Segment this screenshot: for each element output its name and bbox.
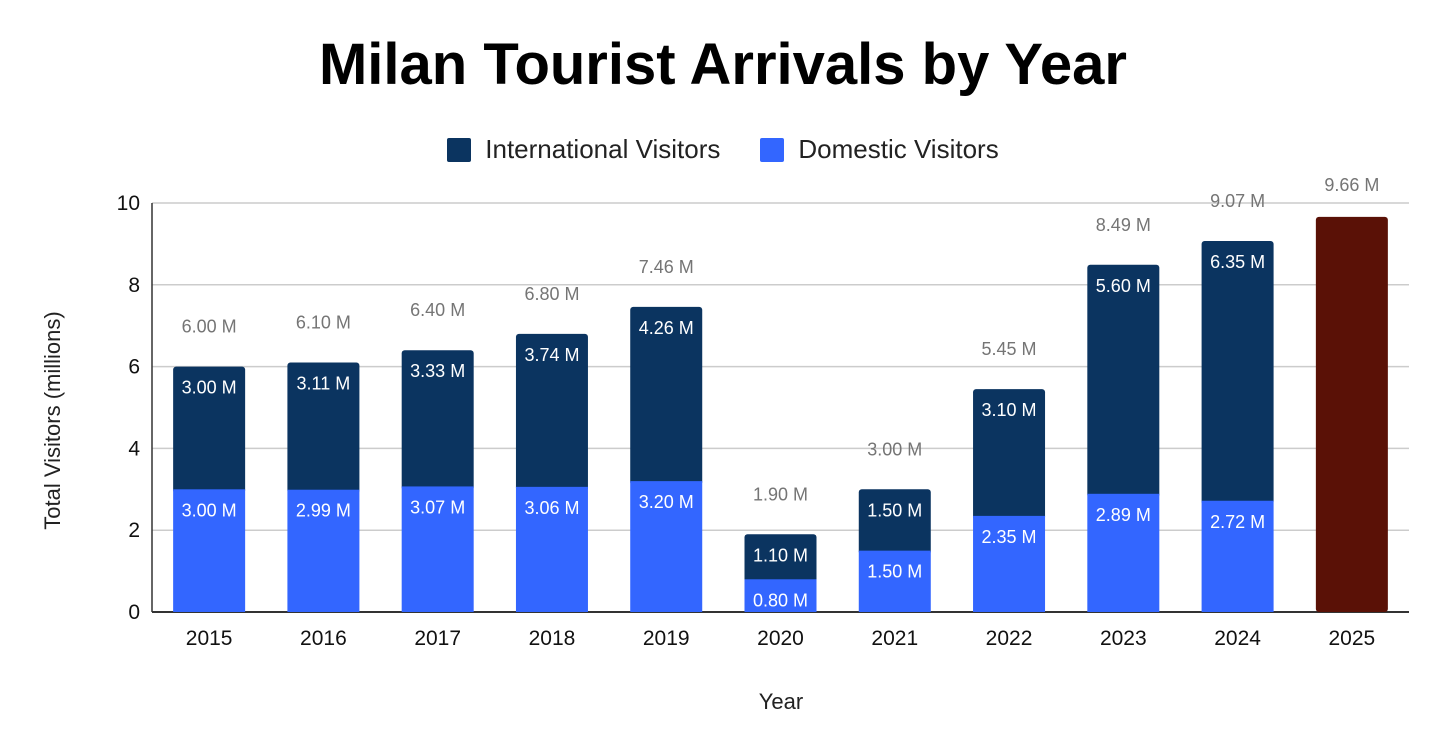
bar-domestic-2018 <box>515 486 588 612</box>
total-label-2019: 7.46 M <box>639 257 694 277</box>
data-label-domestic-2021: 1.50 M <box>867 562 922 582</box>
data-label-domestic-2015: 3.00 M <box>182 500 237 520</box>
legend-item-international: International Visitors <box>447 134 720 165</box>
y-tick-label: 0 <box>128 601 140 624</box>
y-axis-title: Total Visitors (millions) <box>40 311 65 529</box>
bar-international-2020 <box>744 534 817 584</box>
bar-domestic-2023 <box>1087 493 1160 612</box>
total-label-2016: 6.10 M <box>296 313 351 333</box>
data-label-domestic-2019: 3.20 M <box>639 492 694 512</box>
x-tick-label: 2024 <box>1214 627 1261 650</box>
data-label-international-2024: 6.35 M <box>1210 252 1265 272</box>
bar-international-2023 <box>1087 264 1160 498</box>
y-tick-label: 2 <box>128 519 140 542</box>
legend-item-domestic: Domestic Visitors <box>760 134 999 165</box>
data-label-international-2023: 5.60 M <box>1096 276 1151 296</box>
data-label-domestic-2018: 3.06 M <box>524 498 579 518</box>
x-tick-label: 2016 <box>300 627 347 650</box>
bar-domestic-2019 <box>630 481 703 612</box>
data-label-domestic-2020: 0.80 M <box>753 590 808 610</box>
total-label-2020: 1.90 M <box>753 484 808 504</box>
total-label-2021: 3.00 M <box>867 439 922 459</box>
data-label-domestic-2017: 3.07 M <box>410 497 465 517</box>
x-tick-label: 2019 <box>643 627 690 650</box>
bar-international-2017 <box>401 350 474 491</box>
data-label-domestic-2024: 2.72 M <box>1210 512 1265 532</box>
data-label-international-2018: 3.74 M <box>524 345 579 365</box>
chart-title: Milan Tourist Arrivals by Year <box>318 32 1127 97</box>
total-label-2018: 6.80 M <box>524 284 579 304</box>
data-label-domestic-2016: 2.99 M <box>296 501 351 521</box>
x-tick-label: 2023 <box>1100 627 1147 650</box>
data-label-international-2022: 3.10 M <box>982 400 1037 420</box>
x-tick-label: 2021 <box>871 627 918 650</box>
x-tick-label: 2020 <box>757 627 804 650</box>
x-axis-title: Year <box>759 689 803 714</box>
data-label-international-2016: 3.11 M <box>297 374 351 394</box>
total-label-2017: 6.40 M <box>410 300 465 320</box>
y-tick-label: 6 <box>128 356 140 379</box>
bar-international-2016 <box>287 362 360 494</box>
bar-domestic-2024 <box>1201 500 1274 612</box>
y-tick-label: 4 <box>128 437 140 460</box>
legend-swatch-domestic <box>760 137 785 162</box>
bar-international-2021 <box>858 489 931 555</box>
total-label-2022: 5.45 M <box>982 339 1037 359</box>
bar-domestic-2022 <box>973 515 1046 612</box>
total-label-2024: 9.07 M <box>1210 191 1265 211</box>
x-tick-label: 2015 <box>186 627 233 650</box>
legend-swatch-international <box>447 137 472 162</box>
bar-domestic-2017 <box>401 486 474 612</box>
total-label-2023: 8.49 M <box>1096 215 1151 235</box>
data-label-international-2020: 1.10 M <box>753 545 808 565</box>
data-label-domestic-2022: 2.35 M <box>982 527 1037 547</box>
bar-international-2019 <box>630 306 703 486</box>
bar-domestic-2020 <box>744 579 817 612</box>
data-label-domestic-2023: 2.89 M <box>1096 505 1151 525</box>
bar-international-2015 <box>173 366 246 494</box>
chart-legend: International Visitors Domestic Visitors <box>0 134 1446 165</box>
bar-international-2024 <box>1201 241 1274 505</box>
y-tick-label: 8 <box>128 274 140 297</box>
data-label-international-2019: 4.26 M <box>639 318 694 338</box>
bar-domestic-2021 <box>858 550 931 612</box>
data-label-international-2015: 3.00 M <box>182 378 237 398</box>
legend-label-international: International Visitors <box>485 134 721 164</box>
total-label-2015: 6.00 M <box>182 317 237 337</box>
bar-domestic-2015 <box>173 489 246 612</box>
data-label-international-2021: 1.50 M <box>867 500 922 520</box>
legend-label-domestic: Domestic Visitors <box>798 134 999 164</box>
x-tick-label: 2018 <box>529 627 576 650</box>
bar-domestic-2016 <box>287 489 360 612</box>
x-tick-label: 2022 <box>986 627 1033 650</box>
bar-international-2022 <box>973 389 1046 520</box>
bar-highlight-2025 <box>1315 216 1388 612</box>
total-label-2025: 9.66 M <box>1324 175 1379 195</box>
x-tick-label: 2025 <box>1329 627 1376 650</box>
y-tick-label: 10 <box>117 192 140 215</box>
bar-international-2018 <box>515 333 588 491</box>
x-tick-label: 2017 <box>414 627 461 650</box>
data-label-international-2017: 3.33 M <box>410 361 465 381</box>
